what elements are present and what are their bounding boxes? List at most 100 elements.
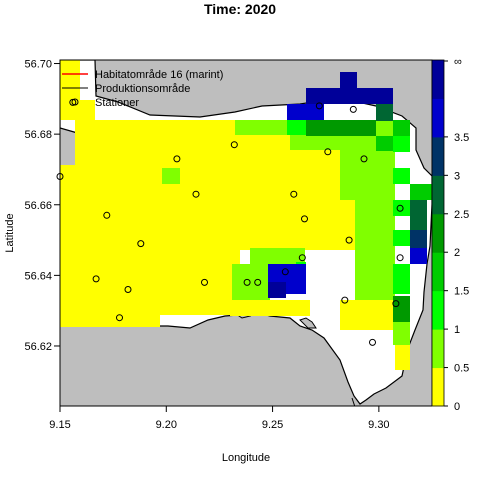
station-marker [345,236,353,244]
station-marker [396,204,404,212]
grid-cell [287,104,307,120]
colorbar-swatch [432,329,444,369]
grid-cell [232,264,270,300]
grid-cell [376,136,393,151]
station-marker [341,296,349,304]
colorbar-tick-label: 1.5 [454,286,469,298]
station-marker [349,105,357,113]
grid-cell [422,184,432,200]
grid-cell [410,230,427,248]
value-grid [60,60,432,370]
legend-station-marker [71,98,79,106]
y-tick-label: 56.66 [24,200,52,212]
grid-cell [376,120,393,135]
colorbar: 0 0.5 1 1.5 2 2.5 3 3.5 ∞ [431,56,469,413]
station-marker [192,190,200,198]
x-tick-label: 9.15 [49,419,70,431]
station-marker [254,278,262,286]
station-marker [324,148,332,156]
grid-cell [393,120,410,136]
colorbar-swatch [432,98,444,138]
grid-cell [287,120,307,135]
colorbar-frame [431,59,445,407]
y-axis-label: Latitude [4,213,16,252]
grid-cell [60,315,120,327]
grid-cell [162,168,180,184]
grid-cell [290,135,395,150]
colorbar-tick-label: 2.5 [454,209,469,221]
x-axis-label: Longitude [222,452,270,464]
station-marker [290,190,298,198]
grid-cell [306,120,376,136]
legend-label: Produktionsområde [95,83,190,95]
grid-cell [235,135,290,250]
station-marker [103,211,111,219]
grid-cell [95,120,235,165]
grid-cell [323,88,393,104]
station-marker [315,102,323,110]
x-axis: 9.15 9.20 9.25 9.30 [49,406,390,431]
station-marker [124,286,132,293]
station-marker [137,240,145,248]
grid-cell [410,248,427,264]
y-tick-label: 56.70 [24,59,52,71]
grid-cell [340,72,357,88]
grid-cell [60,100,95,120]
grid-cell [75,120,95,165]
station-markers [56,98,404,346]
grid-cell [410,200,427,230]
grid-cell [393,296,410,322]
grid-cell [235,120,290,135]
grid-cell [306,104,324,120]
colorbar-swatch [432,252,444,292]
legend-label: Habitatområde 16 (marint) [95,69,223,81]
coast-detail [351,397,356,406]
station-marker [369,338,376,346]
y-axis: 56.62 56.64 56.66 56.68 56.70 [24,59,60,353]
colorbar-swatch [432,175,444,215]
colorbar-tick-label: 3.5 [454,132,469,144]
grid-cell [250,248,305,264]
grid-cell [120,315,160,327]
station-marker [392,300,400,308]
legend: Habitatområde 16 (marint) Produktionsomr… [62,69,223,109]
colorbar-swatch [432,367,444,407]
grid-cell [393,136,410,152]
colorbar-tick-label: 0 [454,401,460,413]
station-marker [243,278,251,286]
colorbar-swatch [432,290,444,330]
station-marker [281,268,289,276]
islet [299,317,317,329]
colorbar-tick-label: 2 [454,247,460,259]
grid-cell [60,165,240,315]
grid-cell [60,60,80,100]
y-tick-label: 56.68 [24,129,52,141]
station-marker [201,278,208,286]
station-marker [301,215,308,223]
colorbar-tick-label: ∞ [454,56,462,68]
grid-cell [230,300,310,316]
station-marker [173,155,181,163]
grid-cell [268,282,286,298]
station-marker [360,155,368,163]
grid-cell [393,264,410,294]
colorbar-tick-label: 1 [454,324,460,336]
grid-cell [393,320,410,345]
legend-label: Stationer [95,97,139,109]
x-tick-label: 9.20 [156,419,177,431]
grid-cell [355,200,395,300]
station-marker [116,314,123,322]
colorbar-tick-label: 0.5 [454,363,469,375]
x-tick-label: 9.25 [262,419,283,431]
colorbar-swatch [432,60,444,99]
y-tick-label: 56.62 [24,341,52,353]
station-marker [230,141,238,149]
station-marker [396,254,404,262]
grid-cell [393,230,410,246]
station-marker [92,275,100,283]
grid-cell [376,104,393,121]
grid-cell [393,168,410,184]
colorbar-swatch [432,213,444,253]
station-marker [298,254,306,262]
